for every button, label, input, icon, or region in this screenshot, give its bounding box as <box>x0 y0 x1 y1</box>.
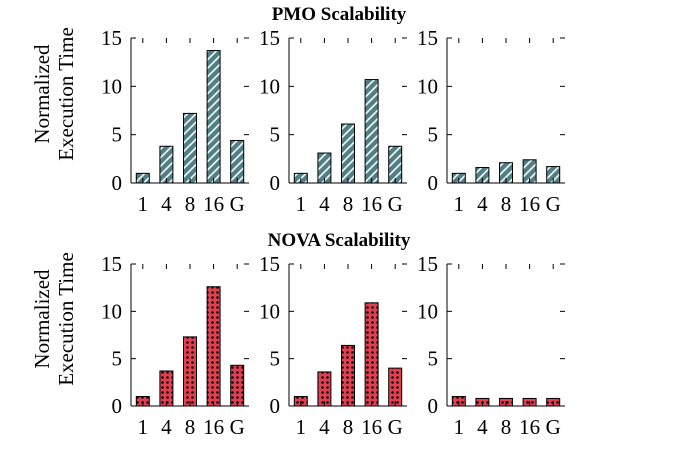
y-tick-label: 0 <box>428 171 439 195</box>
pmo-ylabel: Normalized Execution Time <box>30 27 78 161</box>
y-tick-label: 10 <box>417 74 438 98</box>
bar-G <box>388 367 403 407</box>
x-tick-label: 8 <box>343 192 354 216</box>
bar-4 <box>159 370 174 407</box>
x-tick-label: 1 <box>454 415 465 439</box>
y-tick-label: 15 <box>259 26 280 50</box>
x-tick-label: 8 <box>501 415 512 439</box>
y-tick-label: 5 <box>428 123 439 147</box>
y-tick-label: 5 <box>270 347 281 371</box>
y-tick-label: 10 <box>259 299 280 323</box>
x-tick-label: 8 <box>501 192 512 216</box>
nova-panel-3: 0 5 10 15 1 4 8 16 G <box>417 252 565 439</box>
x-tick-label: 4 <box>319 415 330 439</box>
bar-16 <box>206 286 221 407</box>
y-tick-label: 10 <box>259 74 280 98</box>
bar-16 <box>364 79 379 184</box>
nova-ylabel: Normalized Execution Time <box>30 252 78 386</box>
x-tick-label: 16 <box>361 192 382 216</box>
x-tick-label: 8 <box>185 192 196 216</box>
x-tick-label: G <box>230 415 245 439</box>
y-tick-label: 5 <box>428 347 439 371</box>
x-tick-label: G <box>546 192 561 216</box>
pmo-panel-3: 0 5 10 15 1 4 8 16 G <box>417 26 565 216</box>
x-tick-label: 16 <box>203 192 224 216</box>
bar-G <box>230 364 245 407</box>
y-tick-label: 0 <box>112 171 123 195</box>
y-tick-label: 10 <box>417 299 438 323</box>
x-tick-label: 1 <box>138 415 149 439</box>
y-tick-label: 10 <box>101 299 122 323</box>
y-tick-label: 5 <box>112 123 123 147</box>
x-tick-label: 4 <box>161 192 172 216</box>
bar-8 <box>183 336 197 407</box>
x-tick-label: G <box>388 192 403 216</box>
x-tick-label: 1 <box>138 192 149 216</box>
x-tick-label: 4 <box>161 415 172 439</box>
y-tick-label: 0 <box>428 394 439 418</box>
x-tick-label: 4 <box>477 415 488 439</box>
x-tick-label: 1 <box>454 192 465 216</box>
y-tick-label: 15 <box>101 26 122 50</box>
bar-4 <box>317 371 332 407</box>
nova-panel-1: 0 5 10 15 1 4 8 16 G <box>101 252 249 439</box>
x-tick-label: 16 <box>519 192 540 216</box>
bar-8 <box>341 344 355 407</box>
x-tick-label: 16 <box>519 415 540 439</box>
ylabel-line-1: Normalized <box>30 269 54 369</box>
ylabel-line-1: Normalized <box>30 44 54 144</box>
pmo-panel-1: 0 5 10 15 1 4 8 16 G <box>101 26 249 216</box>
x-tick-label: 4 <box>477 192 488 216</box>
bar-8 <box>183 112 197 184</box>
nova-group-title: NOVA Scalability <box>268 230 411 251</box>
x-tick-label: 8 <box>343 415 354 439</box>
x-tick-label: 4 <box>319 192 330 216</box>
x-tick-label: G <box>230 192 245 216</box>
x-tick-label: G <box>546 415 561 439</box>
pmo-panel-2: 0 5 10 15 1 4 8 16 G <box>259 26 407 216</box>
x-tick-label: 8 <box>185 415 196 439</box>
y-tick-label: 0 <box>112 394 123 418</box>
bar-4 <box>159 145 174 184</box>
bar-16 <box>206 50 221 184</box>
ylabel-line-2: Execution Time <box>54 252 78 386</box>
ylabel-line-2: Execution Time <box>54 27 78 161</box>
y-tick-label: 15 <box>417 252 438 276</box>
x-tick-label: 1 <box>296 415 307 439</box>
y-tick-label: 15 <box>417 26 438 50</box>
bar-16 <box>364 302 379 407</box>
y-tick-label: 5 <box>270 123 281 147</box>
nova-panel-2: 0 5 10 15 1 4 8 16 G <box>259 252 407 439</box>
pmo-group-title: PMO Scalability <box>272 4 407 25</box>
bar-8 <box>341 123 355 184</box>
x-tick-label: 16 <box>361 415 382 439</box>
y-tick-label: 15 <box>259 252 280 276</box>
bar-G <box>388 145 403 184</box>
x-tick-label: 1 <box>296 192 307 216</box>
y-tick-label: 5 <box>112 347 123 371</box>
y-tick-label: 10 <box>101 74 122 98</box>
x-tick-label: 16 <box>203 415 224 439</box>
x-tick-label: G <box>388 415 403 439</box>
bar-G <box>230 139 245 184</box>
y-tick-label: 15 <box>101 252 122 276</box>
y-tick-label: 0 <box>270 171 281 195</box>
y-tick-label: 0 <box>270 394 281 418</box>
